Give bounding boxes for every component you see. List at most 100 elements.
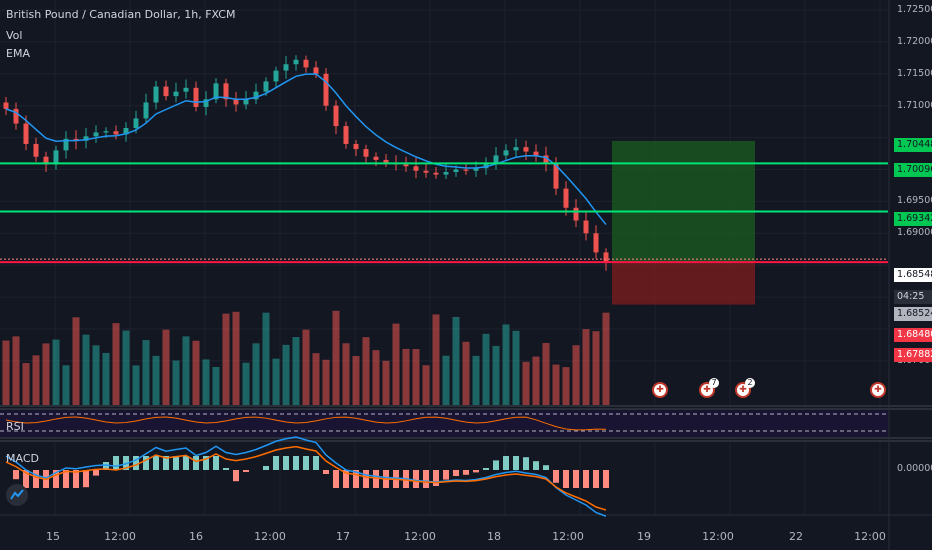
volume-bar <box>362 337 370 405</box>
volume-bar <box>162 329 170 405</box>
candle-body <box>593 233 599 253</box>
volume-bar <box>592 331 600 405</box>
macd-histogram-bar <box>73 470 79 488</box>
candle-body <box>283 64 289 71</box>
time-axis-tick: 16 <box>189 530 203 543</box>
macd-histogram-bar <box>53 470 59 488</box>
volume-bar <box>442 355 450 405</box>
macd-histogram-bar <box>583 470 589 488</box>
volume-bar <box>472 355 480 405</box>
volume-bar <box>202 359 210 405</box>
time-axis-tick: 15 <box>46 530 60 543</box>
volume-bar <box>182 336 190 405</box>
time-axis-tick: 12:00 <box>552 530 584 543</box>
candle-body <box>363 149 369 157</box>
candle-body <box>73 138 79 141</box>
volume-bar <box>312 353 320 405</box>
candle-body <box>493 155 499 164</box>
candle-body <box>193 87 199 107</box>
macd-histogram-bar <box>433 470 439 486</box>
macd-histogram-bar <box>473 470 479 473</box>
macd-histogram-bar <box>553 470 559 483</box>
uk-flag-event-icon[interactable]: ✚ <box>652 382 668 398</box>
ema-legend[interactable]: EMA <box>6 47 30 60</box>
macd-histogram-bar <box>573 470 579 488</box>
volume-bar <box>102 352 110 405</box>
macd-histogram-bar <box>343 470 349 488</box>
uk-flag-event-icon[interactable]: ✚ <box>870 382 886 398</box>
time-axis-tick: 19 <box>637 530 651 543</box>
volume-bar <box>262 312 270 405</box>
macd-histogram-bar <box>193 456 199 470</box>
volume-bar <box>172 360 180 405</box>
candle-body <box>173 91 179 97</box>
macd-histogram-bar <box>543 465 549 470</box>
volume-bar <box>542 342 550 405</box>
candle-body <box>3 102 9 109</box>
uk-flag-event-icon[interactable]: ✚ 2 <box>735 378 755 398</box>
volume-bar <box>132 365 140 405</box>
macd-histogram-bar <box>503 456 509 470</box>
candle-body <box>563 188 569 208</box>
candle-body <box>443 172 449 175</box>
candle-body <box>13 108 19 124</box>
volume-bar <box>532 356 540 405</box>
volume-bar <box>272 358 280 405</box>
volume-bar <box>382 360 390 405</box>
volume-bar <box>252 343 260 405</box>
candle-body <box>523 147 529 152</box>
signal-line <box>5 445 607 511</box>
uk-flag-event-icon[interactable]: ✚ 7 <box>699 378 719 398</box>
volume-bar <box>52 339 60 405</box>
candle-body <box>323 73 329 106</box>
price-label: 1.69342 <box>894 212 932 226</box>
volume-bar <box>452 316 460 405</box>
candle-body <box>463 169 469 171</box>
macd-histogram-bar <box>533 461 539 470</box>
tradingview-logo[interactable] <box>6 484 28 506</box>
macd-histogram-bar <box>63 470 69 488</box>
candle-body <box>103 131 109 133</box>
volume-bar <box>392 323 400 405</box>
volume-bar <box>372 350 380 405</box>
candle-body <box>403 164 409 167</box>
volume-bar <box>152 355 160 405</box>
candle-body <box>263 81 269 92</box>
volume-bar <box>432 314 440 405</box>
volume-bar <box>582 329 590 405</box>
rsi-legend[interactable]: RSI <box>6 420 24 433</box>
candle-body <box>183 87 189 92</box>
candle-body <box>233 99 239 105</box>
price-label: 1.70448 <box>894 138 932 152</box>
candle-body <box>223 83 229 100</box>
volume-bar <box>32 355 40 405</box>
macd-histogram-bar <box>453 470 459 476</box>
symbol-title[interactable]: British Pound / Canadian Dollar, 1h, FXC… <box>6 8 236 21</box>
macd-legend[interactable]: MACD <box>6 452 39 465</box>
volume-legend[interactable]: Vol <box>6 29 23 42</box>
candle-body <box>333 105 339 127</box>
candle-body <box>43 156 49 165</box>
volume-bar <box>222 313 230 405</box>
time-axis-tick: 18 <box>487 530 501 543</box>
candle-body <box>93 132 99 137</box>
candle-body <box>313 67 319 74</box>
macd-histogram-bar <box>303 456 309 470</box>
volume-bar <box>82 334 90 405</box>
macd-histogram-bar <box>153 456 159 470</box>
candle-body <box>63 138 69 151</box>
macd-histogram-bar <box>213 456 219 470</box>
price-label: 04:25 <box>894 290 932 304</box>
candle-body <box>203 99 209 107</box>
candle-body <box>483 163 489 169</box>
rsi-line <box>5 416 607 431</box>
price-label: 1.68548 <box>894 268 932 282</box>
candle-body <box>293 59 299 65</box>
volume-bar <box>282 344 290 405</box>
macd-histogram-bar <box>143 456 149 470</box>
candle-body <box>473 168 479 171</box>
macd-line <box>5 436 607 517</box>
macd-histogram-bar <box>103 462 109 470</box>
candle-body <box>253 91 259 100</box>
